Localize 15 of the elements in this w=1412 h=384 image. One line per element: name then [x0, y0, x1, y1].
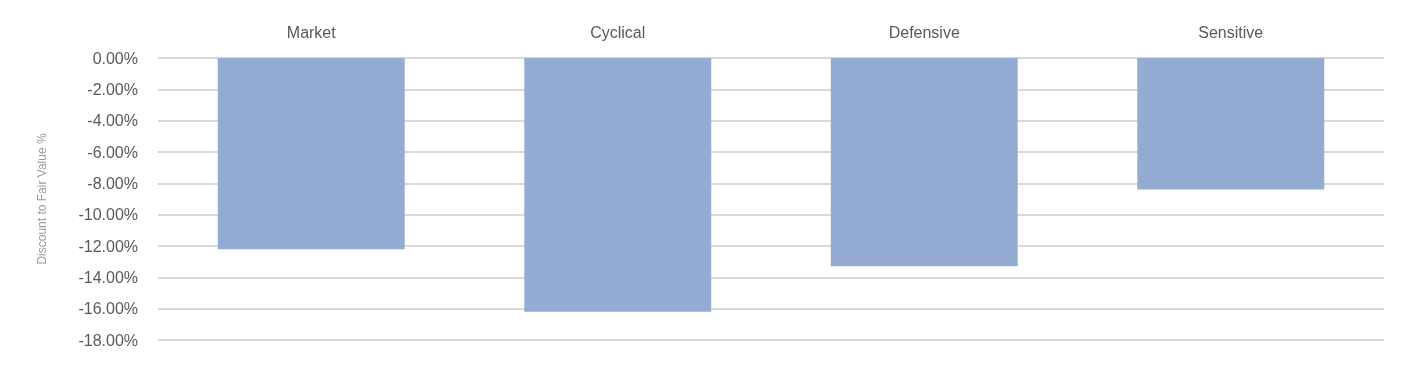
y-tick-label: -10.00% [78, 206, 138, 224]
x-tick-label: Defensive [888, 23, 960, 41]
y-tick-label: -2.00% [87, 80, 138, 98]
y-tick-label: -14.00% [78, 268, 138, 286]
y-tick-label: -6.00% [87, 143, 138, 161]
x-tick-label: Sensitive [1198, 23, 1264, 41]
x-tick-label: Cyclical [590, 23, 646, 41]
y-tick-label: -18.00% [78, 331, 138, 349]
y-tick-label: -4.00% [87, 112, 138, 130]
y-tick-label: 0.00% [92, 49, 138, 67]
y-axis-title: Discount to Fair Value % [35, 133, 49, 265]
x-tick-label: Market [286, 23, 337, 41]
y-tick-label: -8.00% [87, 174, 138, 192]
y-tick-label: -12.00% [78, 237, 138, 255]
y-tick-label: -16.00% [78, 300, 138, 318]
